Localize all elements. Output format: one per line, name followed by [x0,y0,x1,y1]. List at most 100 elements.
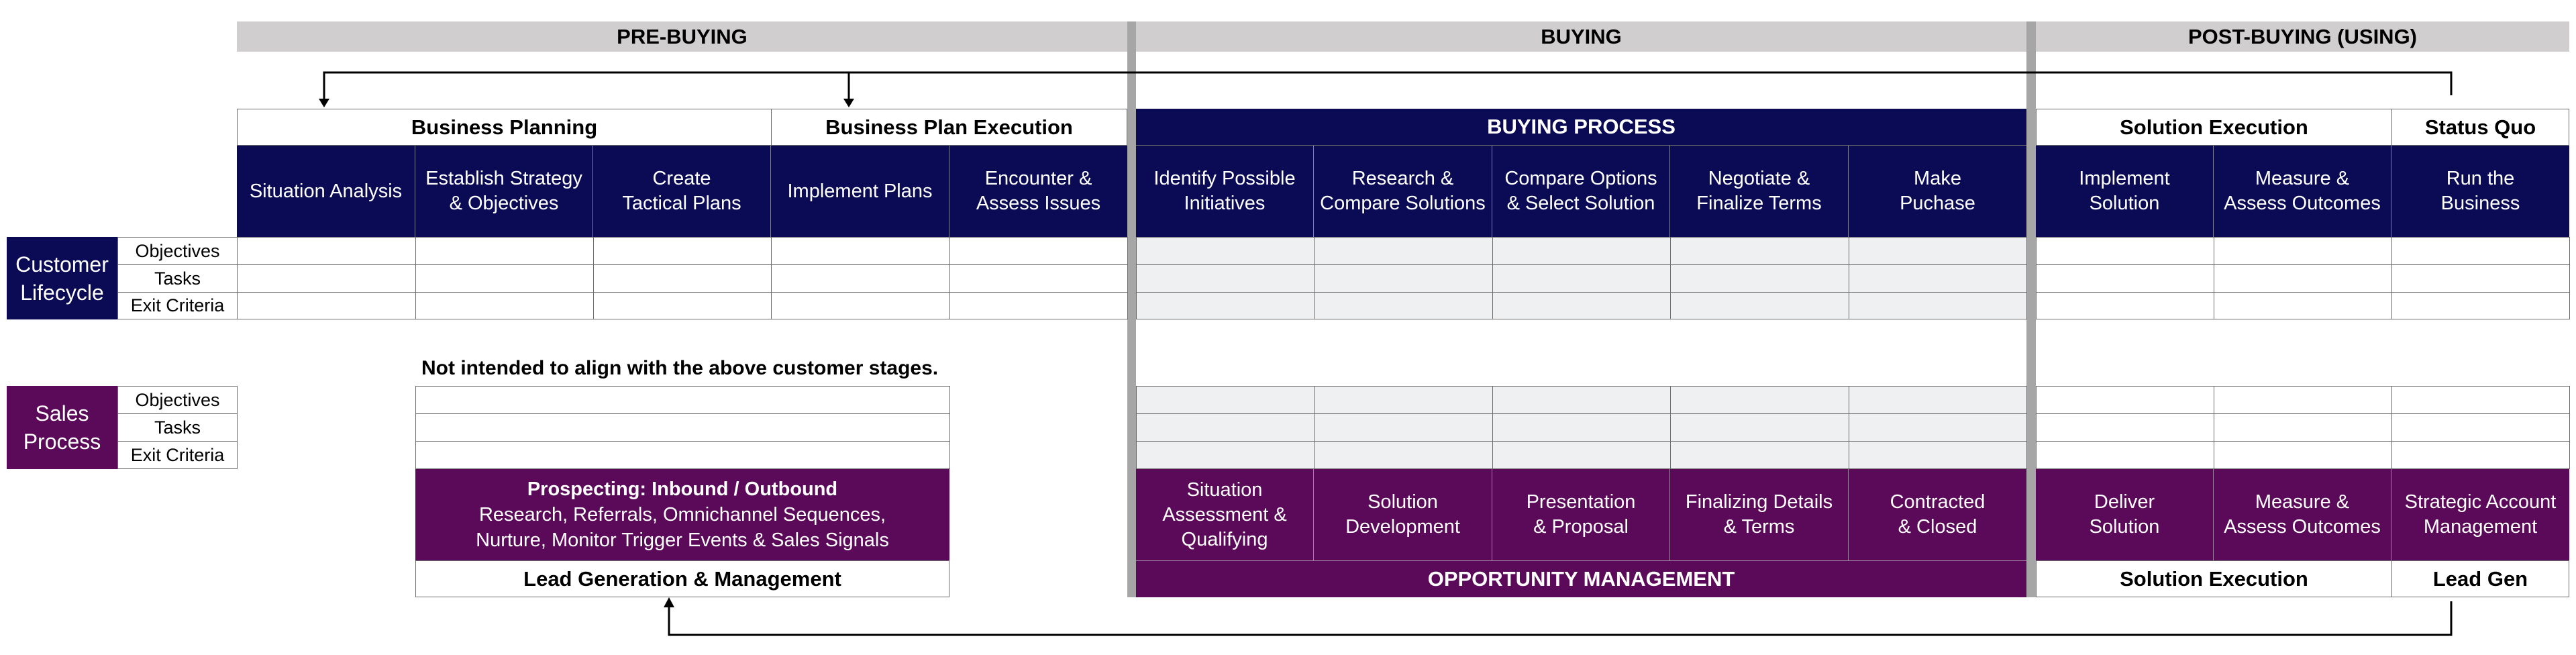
sales-cell-tasks [1492,413,1671,442]
footer-lead-generation: Lead Generation & Management [415,560,949,597]
customer-cell-exit-criteria [1849,292,2027,319]
group-business-plan-execution: Business Plan Execution [771,109,1127,146]
stage-situation-analysis: Situation Analysis [237,146,415,237]
sales-cell-exit-criteria [415,441,950,469]
stage-implement-solution: Implement Solution [2036,146,2214,237]
sales-cell-tasks [2391,413,2570,442]
customer-cell-objectives [1849,237,2027,265]
sales-process-label: Sales Process [7,386,117,469]
sales-cell-objectives [2036,386,2214,414]
customer-cell-tasks [415,264,594,293]
customer-cell-tasks [2214,264,2392,293]
sales-alignment-note: Not intended to align with the above cus… [421,357,939,379]
prospecting-block: Prospecting: Inbound / Outbound Research… [415,469,949,560]
customer-cell-exit-criteria [949,292,1128,319]
customer-cell-exit-criteria [1136,292,1315,319]
stage-negotiate-finalize: Negotiate & Finalize Terms [1670,146,1849,237]
customer-cell-objectives [593,237,772,265]
customer-cell-exit-criteria [2036,292,2214,319]
customer-cell-tasks [1849,264,2027,293]
sales-cell-exit-criteria [2214,441,2392,469]
sales-stage-finalizing-details: Finalizing Details & Terms [1670,469,1849,560]
arrowhead-implement-plans [843,99,854,107]
customer-cell-tasks [1670,264,1849,293]
sales-cell-tasks [1849,413,2027,442]
sales-cell-tasks [1314,413,1493,442]
stage-establish-strategy: Establish Strategy & Objectives [415,146,593,237]
customer-cell-tasks [593,264,772,293]
sales-cell-exit-criteria [1670,441,1849,469]
customer-cell-tasks [1492,264,1671,293]
sales-cell-objectives [1492,386,1671,414]
group-solution-execution: Solution Execution [2036,109,2392,146]
sales-row-label-objectives: Objectives [117,386,238,414]
customer-cell-objectives [1670,237,1849,265]
customer-cell-tasks [1136,264,1315,293]
stage-implement-plans: Implement Plans [771,146,949,237]
sales-stage-contracted-closed: Contracted & Closed [1849,469,2026,560]
sales-cell-objectives [2391,386,2570,414]
customer-row-label-tasks: Tasks [117,264,238,293]
feedback-arrow-bottom [668,601,2453,636]
sales-cell-tasks [1136,413,1315,442]
customer-cell-objectives [2391,237,2570,265]
stage-measure-assess-outcomes: Measure & Assess Outcomes [2214,146,2391,237]
separator-post-buying [2026,21,2036,597]
prospecting-line-2: Nurture, Monitor Trigger Events & Sales … [476,530,889,551]
sales-row-label-exit-criteria: Exit Criteria [117,441,238,469]
stage-encounter-assess-issues: Encounter & Assess Issues [949,146,1127,237]
customer-cell-tasks [2391,264,2570,293]
customer-cell-exit-criteria [2391,292,2570,319]
phase-post-buying: POST-BUYING (USING) [2036,21,2569,52]
customer-cell-objectives [2036,237,2214,265]
customer-cell-objectives [237,237,416,265]
customer-cell-objectives [1492,237,1671,265]
sales-cell-tasks [2036,413,2214,442]
stage-compare-select: Compare Options & Select Solution [1492,146,1670,237]
stage-run-the-business: Run the Business [2391,146,2569,237]
customer-cell-exit-criteria [593,292,772,319]
customer-row-label-exit-criteria: Exit Criteria [117,292,238,319]
sales-cell-objectives [415,386,950,414]
customer-cell-objectives [2214,237,2392,265]
customer-cell-objectives [1314,237,1493,265]
customer-cell-exit-criteria [1670,292,1849,319]
customer-cell-exit-criteria [237,292,416,319]
customer-cell-tasks [771,264,950,293]
group-business-planning: Business Planning [237,109,772,146]
sales-cell-exit-criteria [1314,441,1493,469]
customer-cell-exit-criteria [1314,292,1493,319]
sales-cell-exit-criteria [1136,441,1315,469]
arrowhead-lead-generation [664,597,674,607]
customer-cell-objectives [415,237,594,265]
sales-cell-tasks [2214,413,2392,442]
sales-cell-objectives [1670,386,1849,414]
sales-cell-tasks [415,413,950,442]
sales-cell-tasks [1670,413,1849,442]
stage-create-tactical-plans: Create Tactical Plans [593,146,771,237]
sales-cell-exit-criteria [1849,441,2027,469]
sales-cell-exit-criteria [1492,441,1671,469]
footer-opportunity-management: OPPORTUNITY MANAGEMENT [1136,560,2026,597]
phase-pre-buying: PRE-BUYING [237,21,1127,52]
stage-make-purchase: Make Puchase [1849,146,2026,237]
sales-stage-strategic-account-management: Strategic Account Management [2391,469,2569,560]
sales-cell-objectives [1314,386,1493,414]
customer-cell-tasks [237,264,416,293]
customer-cell-exit-criteria [415,292,594,319]
customer-lifecycle-label: Customer Lifecycle [7,237,117,319]
prospecting-line-1: Research, Referrals, Omnichannel Sequenc… [478,504,886,525]
sales-cell-exit-criteria [2036,441,2214,469]
customer-row-label-objectives: Objectives [117,237,238,265]
customer-cell-exit-criteria [1492,292,1671,319]
sales-cell-objectives [1136,386,1315,414]
group-buying-process: BUYING PROCESS [1136,109,2026,146]
arrowhead-situation-analysis [319,99,329,107]
customer-cell-tasks [1314,264,1493,293]
prospecting-title: Prospecting: Inbound / Outbound [527,478,838,500]
sales-cell-exit-criteria [2391,441,2570,469]
feedback-arrow-top [323,71,2453,101]
stage-identify-initiatives: Identify Possible Initiatives [1136,146,1314,237]
customer-cell-tasks [949,264,1128,293]
group-status-quo: Status Quo [2391,109,2569,146]
